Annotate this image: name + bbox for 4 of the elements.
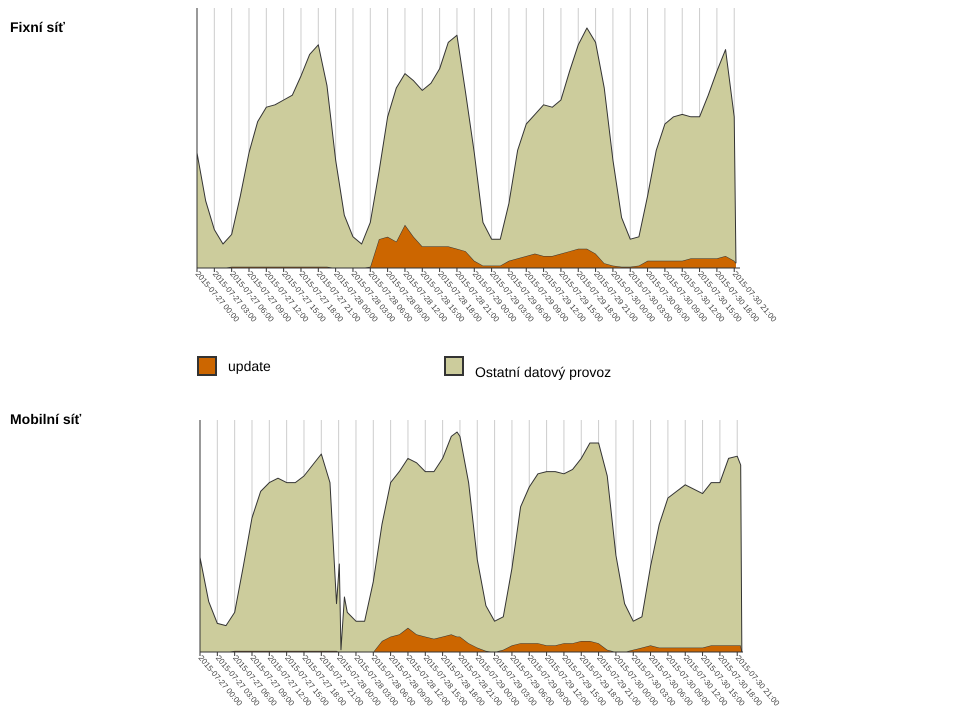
legend-label: update bbox=[228, 358, 272, 374]
legend-label: Ostatní datový provoz bbox=[475, 364, 612, 380]
text: Mobilní síť bbox=[10, 411, 82, 427]
text: Fixní síť bbox=[10, 19, 66, 35]
